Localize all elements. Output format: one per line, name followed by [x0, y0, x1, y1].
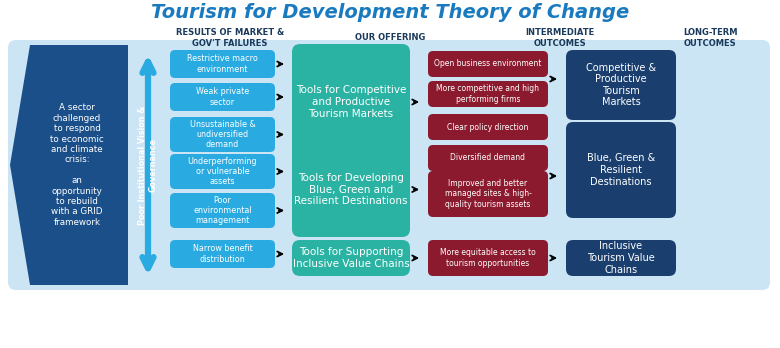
FancyBboxPatch shape — [292, 142, 410, 237]
Text: LONG-TERM
OUTCOMES: LONG-TERM OUTCOMES — [682, 28, 737, 48]
Text: Diversified demand: Diversified demand — [451, 153, 526, 163]
FancyBboxPatch shape — [170, 240, 275, 268]
Text: Narrow benefit
distribution: Narrow benefit distribution — [193, 244, 253, 264]
Text: Restrictive macro
environment: Restrictive macro environment — [187, 54, 258, 74]
FancyBboxPatch shape — [428, 114, 548, 140]
Text: Blue, Green &
Resilient
Destinations: Blue, Green & Resilient Destinations — [587, 153, 655, 187]
FancyBboxPatch shape — [170, 193, 275, 228]
Text: INTERMEDIATE
OUTCOMES: INTERMEDIATE OUTCOMES — [526, 28, 594, 48]
FancyBboxPatch shape — [428, 145, 548, 171]
FancyBboxPatch shape — [566, 50, 676, 120]
FancyBboxPatch shape — [8, 40, 770, 290]
Text: Tools for Supporting
Inclusive Value Chains: Tools for Supporting Inclusive Value Cha… — [292, 247, 410, 269]
Text: Clear policy direction: Clear policy direction — [447, 122, 529, 132]
FancyBboxPatch shape — [170, 154, 275, 189]
FancyBboxPatch shape — [170, 117, 275, 152]
Text: Tools for Competitive
and Productive
Tourism Markets: Tools for Competitive and Productive Tou… — [296, 85, 406, 119]
FancyBboxPatch shape — [566, 240, 676, 276]
Text: Weak private
sector: Weak private sector — [196, 87, 249, 107]
FancyBboxPatch shape — [428, 51, 548, 77]
Text: Underperforming
or vulnerable
assets: Underperforming or vulnerable assets — [188, 157, 257, 187]
Text: Tools for Developing
Blue, Green and
Resilient Destinations: Tools for Developing Blue, Green and Res… — [294, 173, 408, 206]
Text: Tourism for Development Theory of Change: Tourism for Development Theory of Change — [151, 3, 629, 23]
FancyBboxPatch shape — [292, 44, 410, 160]
Text: Competitive &
Productive
Tourism
Markets: Competitive & Productive Tourism Markets — [586, 63, 656, 108]
FancyBboxPatch shape — [428, 81, 548, 107]
Text: Poor
environmental
management: Poor environmental management — [193, 196, 252, 226]
Text: Unsustainable &
undiversified
demand: Unsustainable & undiversified demand — [190, 120, 255, 149]
Polygon shape — [10, 45, 128, 285]
Text: More competitive and high
performing firms: More competitive and high performing fir… — [437, 84, 540, 104]
Text: Inclusive
Tourism Value
Chains: Inclusive Tourism Value Chains — [587, 242, 655, 275]
FancyBboxPatch shape — [292, 240, 410, 276]
Text: Poor Institutional Vision &
Governance: Poor Institutional Vision & Governance — [138, 105, 158, 224]
Text: Open business environment: Open business environment — [434, 60, 541, 69]
Text: More equitable access to
tourism opportunities: More equitable access to tourism opportu… — [440, 248, 536, 268]
Text: OUR OFFERING: OUR OFFERING — [355, 33, 425, 42]
Text: A sector
challenged
to respond
to economic
and climate
crisis:

an
opportunity
t: A sector challenged to respond to econom… — [50, 103, 104, 227]
Text: RESULTS OF MARKET &
GOV'T FAILURES: RESULTS OF MARKET & GOV'T FAILURES — [176, 28, 284, 48]
FancyBboxPatch shape — [170, 50, 275, 78]
FancyBboxPatch shape — [170, 83, 275, 111]
Text: Improved and better
managed sites & high-
quality tourism assets: Improved and better managed sites & high… — [445, 179, 531, 209]
FancyBboxPatch shape — [428, 171, 548, 217]
FancyBboxPatch shape — [428, 240, 548, 276]
FancyBboxPatch shape — [566, 122, 676, 218]
